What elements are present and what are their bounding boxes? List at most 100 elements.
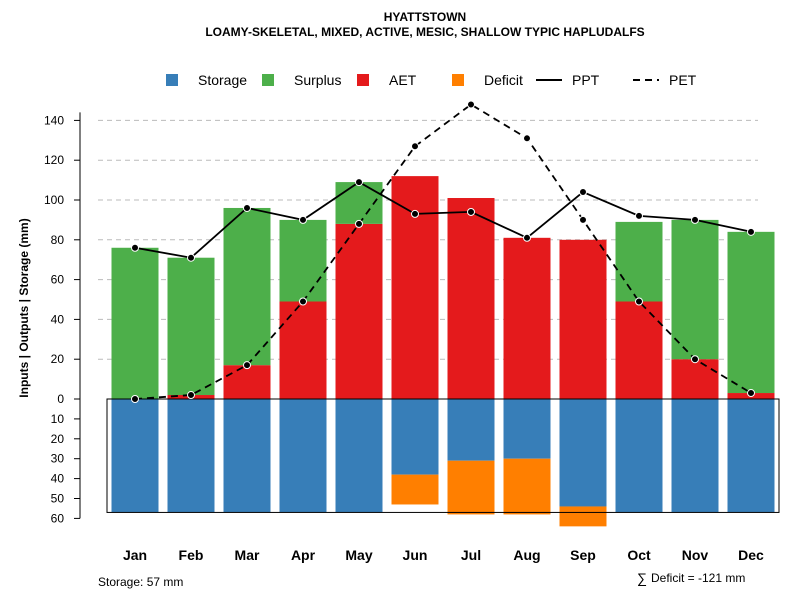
legend-swatch-storage xyxy=(166,74,178,86)
ppt-point-nov xyxy=(691,215,699,224)
aet-bar-jun xyxy=(391,176,439,399)
bars xyxy=(106,176,780,527)
axes: 0 20 40 60 80 100 120 140 10 20 30 40 50 60 Jan Feb Mar A… xyxy=(44,112,764,563)
legend-swatch-surplus xyxy=(262,74,274,86)
legend-label-deficit: Deficit xyxy=(484,72,523,88)
pet-point-feb xyxy=(187,391,195,400)
x-tick-label-dec: Dec xyxy=(738,547,764,563)
deficit-note: Deficit = -121 mm xyxy=(651,571,745,585)
pet-point-aug xyxy=(523,134,531,143)
ppt-point-jan xyxy=(131,243,139,252)
aet-bar-apr xyxy=(279,301,327,399)
storage-note: Storage: 57 mm xyxy=(98,575,183,589)
surplus-bar-oct xyxy=(615,221,663,302)
x-tick-label-may: May xyxy=(345,547,372,563)
series-lines xyxy=(131,100,755,403)
x-tick-label-sep: Sep xyxy=(570,547,596,563)
ppt-point-mar xyxy=(243,203,251,212)
deficit-bar-sep xyxy=(559,506,607,527)
ppt-point-dec xyxy=(747,227,755,236)
storage-bar-apr xyxy=(279,399,327,513)
storage-bar-dec xyxy=(727,399,775,513)
pet-point-mar xyxy=(243,361,251,370)
legend-label-ppt: PPT xyxy=(572,72,600,88)
deficit-symbol: ∑ xyxy=(637,570,647,586)
pet-point-may xyxy=(355,219,363,228)
y-tick-label-60: 60 xyxy=(51,273,65,287)
storage-bar-jul xyxy=(447,399,495,461)
deficit-bar-aug xyxy=(503,458,551,515)
storage-bar-aug xyxy=(503,399,551,459)
surplus-bar-apr xyxy=(279,219,327,302)
aet-bar-nov xyxy=(671,359,719,399)
legend: Storage Surplus AET Deficit PPT PET xyxy=(166,72,697,88)
y-tick-label-100: 100 xyxy=(44,193,64,207)
x-tick-label-feb: Feb xyxy=(179,547,204,563)
storage-bar-jun xyxy=(391,399,439,475)
deficit-bar-jun xyxy=(391,474,439,505)
legend-swatch-aet xyxy=(357,74,369,86)
storage-bar-nov xyxy=(671,399,719,513)
y-tick-label-neg-50: 50 xyxy=(51,492,65,506)
ppt-point-jul xyxy=(467,207,475,216)
x-tick-label-jul: Jul xyxy=(461,547,481,563)
x-tick-label-oct: Oct xyxy=(627,547,651,563)
y-tick-label-neg-40: 40 xyxy=(51,472,65,486)
x-tick-label-mar: Mar xyxy=(235,547,260,563)
ppt-point-may xyxy=(355,178,363,187)
x-tick-label-jan: Jan xyxy=(123,547,147,563)
x-tick-label-aug: Aug xyxy=(513,547,540,563)
ppt-point-aug xyxy=(523,233,531,242)
ppt-point-jun xyxy=(411,209,419,218)
aet-bar-oct xyxy=(615,301,663,399)
surplus-bar-feb xyxy=(167,257,215,396)
pet-point-nov xyxy=(691,355,699,364)
legend-label-aet: AET xyxy=(389,72,417,88)
ppt-point-feb xyxy=(187,253,195,262)
aet-bar-aug xyxy=(503,237,551,399)
y-tick-label-neg-10: 10 xyxy=(51,412,65,426)
y-tick-label-40: 40 xyxy=(51,312,65,326)
surplus-bar-jan xyxy=(111,247,159,399)
y-tick-label-140: 140 xyxy=(44,113,64,127)
ppt-point-oct xyxy=(635,211,643,220)
surplus-bar-mar xyxy=(223,207,271,366)
storage-bar-feb xyxy=(167,399,215,513)
aet-bar-jul xyxy=(447,198,495,399)
legend-label-surplus: Surplus xyxy=(294,72,341,88)
surplus-bar-nov xyxy=(671,219,719,360)
storage-bar-oct xyxy=(615,399,663,513)
pet-point-jul xyxy=(467,100,475,109)
y-axis-label: Inputs | Outputs | Storage (mm) xyxy=(17,218,31,397)
x-tick-label-nov: Nov xyxy=(682,547,709,563)
deficit-bar-jul xyxy=(447,460,495,515)
legend-label-storage: Storage xyxy=(198,72,247,88)
legend-swatch-deficit xyxy=(452,74,464,86)
y-tick-label-120: 120 xyxy=(44,153,64,167)
storage-bar-mar xyxy=(223,399,271,513)
storage-bar-jan xyxy=(111,399,159,513)
y-tick-label-neg-60: 60 xyxy=(51,511,65,525)
pet-line xyxy=(134,103,752,400)
x-tick-label-jun: Jun xyxy=(403,547,428,563)
surplus-bar-dec xyxy=(727,231,775,394)
aet-bar-mar xyxy=(223,365,271,399)
pet-point-dec xyxy=(747,389,755,398)
y-tick-label-20: 20 xyxy=(51,352,65,366)
storage-bar-sep xyxy=(559,399,607,507)
aet-bar-may xyxy=(335,223,383,399)
chart-subtitle: LOAMY-SKELETAL, MIXED, ACTIVE, MESIC, SH… xyxy=(205,25,644,39)
x-tick-label-apr: Apr xyxy=(291,547,316,563)
surplus-bar-may xyxy=(335,182,383,224)
ppt-point-sep xyxy=(579,188,587,197)
legend-label-pet: PET xyxy=(669,72,697,88)
pet-point-oct xyxy=(635,297,643,306)
pet-point-apr xyxy=(299,297,307,306)
chart-title: HYATTSTOWN xyxy=(384,10,466,24)
aet-bar-sep xyxy=(559,239,607,399)
y-tick-label-neg-20: 20 xyxy=(51,432,65,446)
storage-bar-may xyxy=(335,399,383,513)
pet-point-jun xyxy=(411,142,419,151)
ppt-point-apr xyxy=(299,215,307,224)
